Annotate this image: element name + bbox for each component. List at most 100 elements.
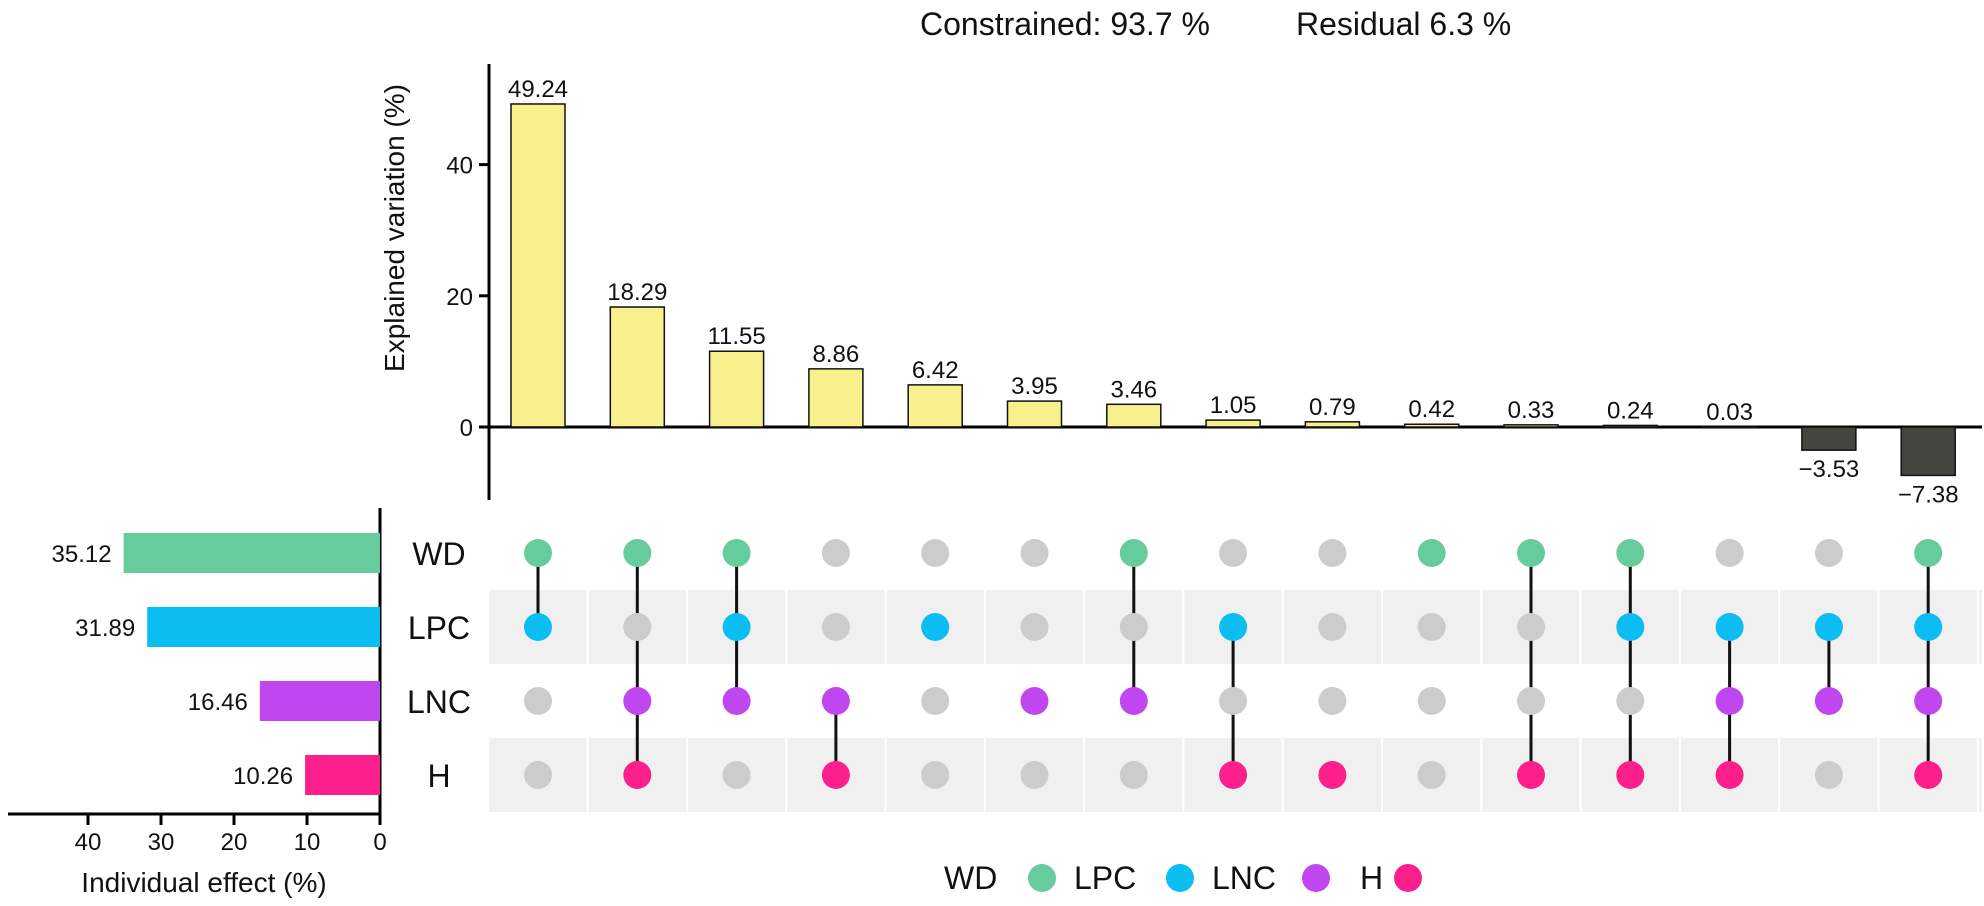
intersection-bar xyxy=(1403,423,1460,428)
left-x-tick-label: 30 xyxy=(148,829,175,856)
set-size-bar xyxy=(305,755,380,795)
set-name-label: LNC xyxy=(407,684,471,720)
matrix-dot-active xyxy=(1715,613,1744,641)
matrix-dot-active xyxy=(821,687,850,715)
intersection-bar-value-label: −7.38 xyxy=(1898,481,1959,508)
intersection-bar xyxy=(1801,426,1857,451)
legend-label: LNC xyxy=(1212,860,1276,896)
legend-label: WD xyxy=(944,860,997,896)
matrix-dot-active xyxy=(1318,761,1347,789)
set-size-bar xyxy=(147,607,380,647)
intersection-bar xyxy=(907,384,963,428)
intersection-bar xyxy=(1006,400,1063,428)
matrix-dot-inactive xyxy=(1219,687,1248,715)
matrix-dot-active xyxy=(1914,613,1943,641)
matrix-dot-inactive xyxy=(1517,687,1545,715)
matrix-dot-inactive xyxy=(1417,761,1446,789)
intersection-bar-value-label: 11.55 xyxy=(707,323,765,350)
matrix-dot-active xyxy=(1814,687,1843,715)
intersection-bar xyxy=(609,306,666,428)
top-y-axis-title: Explained variation (%) xyxy=(379,84,410,372)
matrix-dot-inactive xyxy=(921,761,950,789)
matrix-dot-active xyxy=(1517,761,1545,789)
matrix-dot-inactive xyxy=(1417,687,1446,715)
matrix-dot-active xyxy=(623,539,652,567)
top-y-tick-label: 40 xyxy=(446,153,473,180)
left-x-tick-label: 20 xyxy=(221,829,248,856)
left-x-axis-title: Individual effect (%) xyxy=(81,867,326,898)
constrained-header: Constrained: 93.7 % xyxy=(920,6,1210,42)
intersection-bar xyxy=(1701,426,1758,429)
intersection-bar-value-label: 0.42 xyxy=(1408,396,1455,423)
set-name-label: H xyxy=(427,758,450,794)
matrix-dot-inactive xyxy=(1318,613,1347,641)
matrix-dot-active xyxy=(722,687,751,715)
matrix-dot-inactive xyxy=(524,761,552,789)
matrix-dot-inactive xyxy=(821,613,850,641)
matrix-dot-active xyxy=(722,539,751,567)
matrix-dot-active xyxy=(1814,613,1843,641)
matrix-dot-active xyxy=(1914,687,1943,715)
matrix-dot-active xyxy=(1219,613,1248,641)
legend-label: LPC xyxy=(1074,860,1136,896)
matrix-dot-inactive xyxy=(1318,539,1347,567)
matrix-dot-active xyxy=(1517,539,1545,567)
matrix-dot-active xyxy=(1417,539,1446,567)
set-size-value-label: 10.26 xyxy=(233,763,293,790)
matrix-dot-inactive xyxy=(1517,613,1545,641)
matrix-dot-inactive xyxy=(1814,761,1843,789)
intersection-bar xyxy=(1602,424,1659,428)
matrix-dot-inactive xyxy=(1219,539,1248,567)
set-size-bar xyxy=(123,533,381,573)
intersection-bar-value-label: 18.29 xyxy=(607,279,667,306)
set-size-bar-chart: 40 30 20 10 0 Individual effect (%) 35.12 WD 31.… xyxy=(8,508,471,898)
legend-label: H xyxy=(1360,860,1383,896)
set-size-value-label: 35.12 xyxy=(52,541,112,568)
matrix-dot-inactive xyxy=(1020,539,1049,567)
matrix-dot-active xyxy=(821,761,850,789)
matrix-dot-active xyxy=(1119,539,1148,567)
intersection-bar-value-label: 0.24 xyxy=(1607,397,1654,424)
matrix-dot-inactive xyxy=(623,613,652,641)
legend-swatch xyxy=(1166,864,1194,892)
matrix-dot-active xyxy=(623,761,652,789)
residual-header: Residual 6.3 % xyxy=(1296,6,1511,42)
matrix-dot-active xyxy=(1020,687,1049,715)
intersection-bar xyxy=(1900,426,1956,477)
left-x-tick-label: 10 xyxy=(294,829,321,856)
matrix-dot-active xyxy=(1914,761,1943,789)
matrix-dot-active xyxy=(1119,687,1148,715)
legend: WD LPC LNC H xyxy=(944,860,1422,896)
matrix-dot-inactive xyxy=(1119,613,1148,641)
matrix-dot-inactive xyxy=(1020,761,1049,789)
legend-swatch xyxy=(1028,864,1056,892)
intersection-bar xyxy=(1106,403,1162,428)
intersection-bar xyxy=(1304,421,1361,428)
intersection-bar-value-label: 0.03 xyxy=(1706,399,1753,426)
left-x-tick-label: 0 xyxy=(373,829,386,856)
legend-swatch xyxy=(1302,864,1330,892)
intersection-bar-value-label: 3.95 xyxy=(1011,373,1058,400)
top-y-tick-label: 0 xyxy=(460,415,473,442)
matrix-dot-active xyxy=(1616,761,1645,789)
matrix-dot-inactive xyxy=(1020,613,1049,641)
matrix-dot-active xyxy=(524,539,552,567)
intersection-bar xyxy=(1503,424,1559,428)
matrix-dot-active xyxy=(1715,687,1744,715)
intersection-bar-chart: 0 20 40 Explained variation (%) 49.24 18.29 11… xyxy=(379,64,1982,508)
matrix-dot-inactive xyxy=(1318,687,1347,715)
set-size-bar xyxy=(259,681,380,721)
matrix-dot-active xyxy=(1219,761,1248,789)
matrix-dot-active xyxy=(524,613,552,641)
matrix-dot-inactive xyxy=(821,539,850,567)
intersection-matrix xyxy=(524,539,1943,789)
set-size-value-label: 16.46 xyxy=(188,689,248,716)
matrix-dot-inactive xyxy=(1616,687,1645,715)
matrix-dot-inactive xyxy=(1814,539,1843,567)
left-x-tick-label: 40 xyxy=(75,829,102,856)
intersection-bar xyxy=(510,103,566,428)
matrix-dot-inactive xyxy=(921,687,950,715)
matrix-dot-active xyxy=(1914,539,1943,567)
legend-swatch xyxy=(1394,864,1422,892)
set-name-label: LPC xyxy=(408,610,470,646)
